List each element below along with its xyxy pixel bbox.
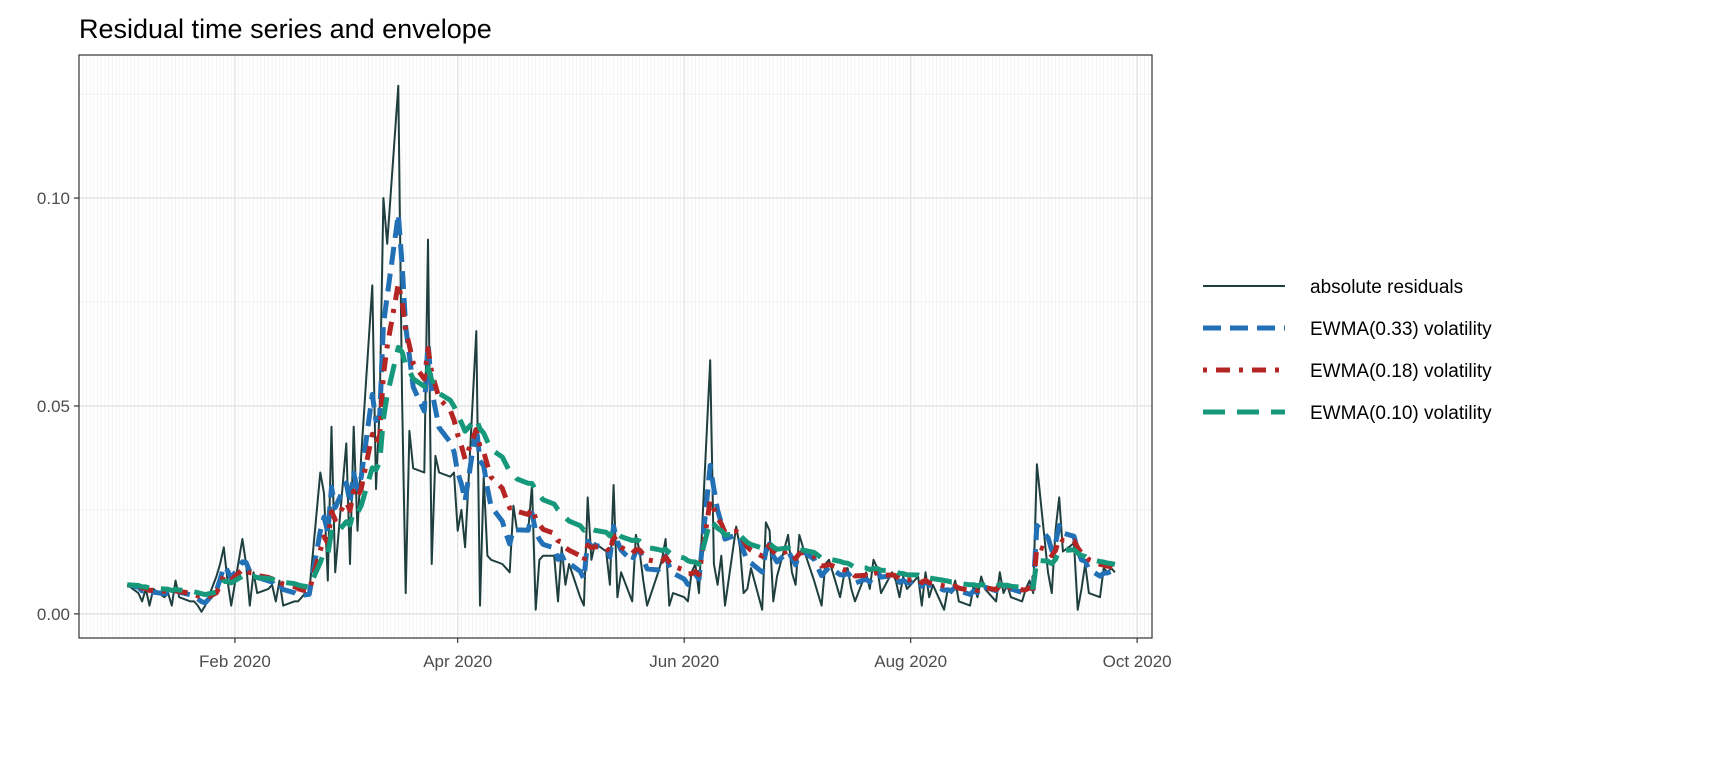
chart-title: Residual time series and envelope (79, 14, 492, 44)
x-tick-label: Aug 2020 (874, 652, 947, 671)
x-tick-label: Feb 2020 (199, 652, 271, 671)
y-tick-label: 0.05 (37, 397, 70, 416)
plot-panel-border (78, 54, 1153, 639)
legend: absolute residuals EWMA(0.33) volatility E… (1203, 277, 1492, 424)
legend-label: EWMA(0.18) volatility (1310, 361, 1492, 382)
x-tick-label: Oct 2020 (1103, 652, 1172, 671)
series-layer (126, 84, 1116, 613)
x-tick-label: Jun 2020 (649, 652, 719, 671)
axes: 0.00 0.05 0.10 Feb 2020 Apr 2020 Jun 2020 Aug … (37, 189, 1172, 671)
x-tick-label: Apr 2020 (423, 652, 492, 671)
series-line-ewma-0.18 (127, 281, 1116, 602)
legend-label: EWMA(0.33) volatility (1310, 319, 1492, 340)
y-tick-label: 0.00 (37, 605, 70, 624)
y-tick-label: 0.10 (37, 189, 70, 208)
legend-label: absolute residuals (1310, 277, 1463, 298)
legend-label: EWMA(0.10) volatility (1310, 403, 1492, 424)
series-line-ewma-0.1 (127, 344, 1116, 598)
